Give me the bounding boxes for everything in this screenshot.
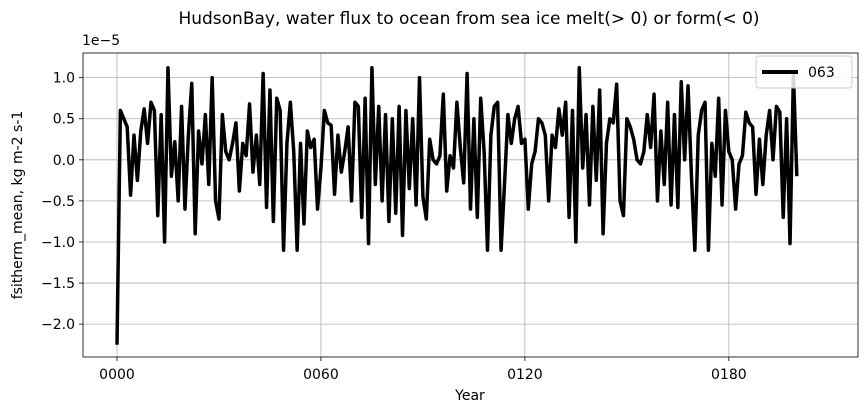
x-tick-label: 0180 <box>711 367 747 383</box>
legend: 063 <box>755 55 853 89</box>
plot-frame <box>82 52 859 358</box>
y-tick-label: −1.0 <box>41 235 75 251</box>
y-tick-label: −2.0 <box>41 317 75 333</box>
y-tick-label: 0.0 <box>53 153 75 169</box>
y-axis: 1.0 0.5 0.0 −0.5 −1.0 −1.5 −2.0 <box>41 71 83 333</box>
x-axis-label: Year <box>454 388 485 404</box>
legend-label-063: 063 <box>808 65 835 81</box>
series-line-063 <box>115 66 799 345</box>
y-offset-text: 1e−5 <box>82 33 120 49</box>
y-tick-label: 0.5 <box>53 112 75 128</box>
y-tick-label: −1.5 <box>41 276 75 292</box>
x-tick-label: 0120 <box>507 367 543 383</box>
series-layer <box>115 66 799 345</box>
chart-title: HudsonBay, water flux to ocean from sea … <box>178 9 759 29</box>
x-axis: 0000 0060 0120 0180 <box>99 357 747 383</box>
y-tick-label: 1.0 <box>53 71 75 87</box>
x-tick-label: 0060 <box>303 367 339 383</box>
x-tick-label: 0000 <box>99 367 135 383</box>
legend-box <box>755 55 853 89</box>
y-tick-label: −0.5 <box>41 194 75 210</box>
y-axis-label: fsitherm_mean, kg m-2 s-1 <box>10 111 26 300</box>
